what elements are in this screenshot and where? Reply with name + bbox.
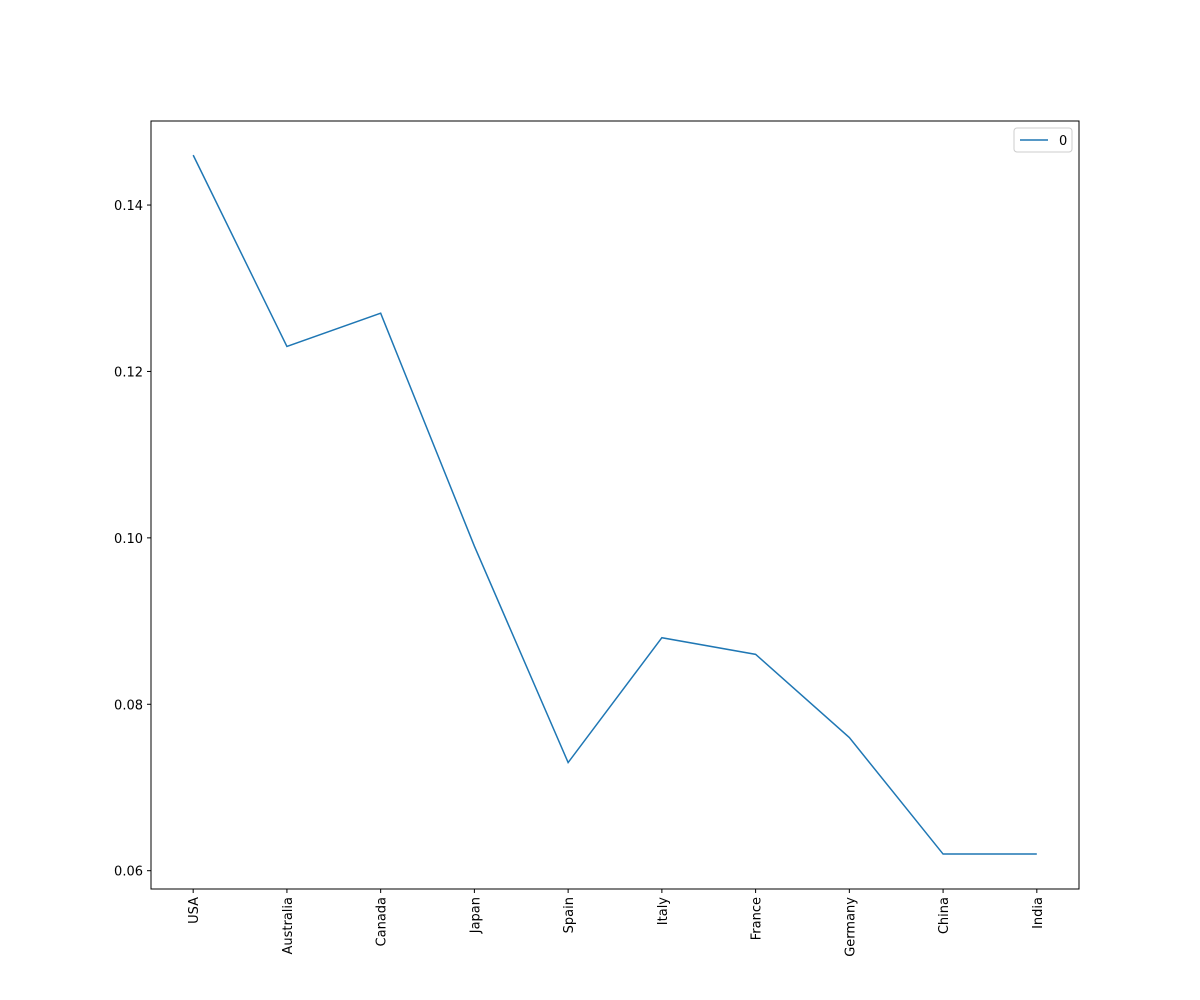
y-tick-label: 0.12	[114, 365, 143, 380]
y-tick-label: 0.14	[114, 199, 143, 214]
x-tick-label: India	[1031, 897, 1046, 929]
x-tick-label: Australia	[281, 897, 296, 955]
x-tick-label: Canada	[375, 897, 390, 946]
plot-area	[150, 120, 1080, 890]
y-tick-label: 0.06	[114, 865, 143, 880]
x-tick-label: China	[937, 897, 952, 934]
x-tick-label: France	[750, 897, 765, 940]
legend-label: 0	[1059, 134, 1067, 149]
legend: 0	[1013, 127, 1073, 153]
x-tick-label: Spain	[562, 897, 577, 933]
y-tick-label: 0.10	[114, 532, 143, 547]
y-tick-label: 0.08	[114, 698, 143, 713]
x-tick-label: USA	[187, 897, 202, 924]
x-tick-label: Italy	[656, 897, 671, 926]
line-series	[192, 154, 1037, 855]
x-tick-label: Germany	[843, 897, 858, 957]
x-tick-label: Japan	[468, 897, 483, 934]
